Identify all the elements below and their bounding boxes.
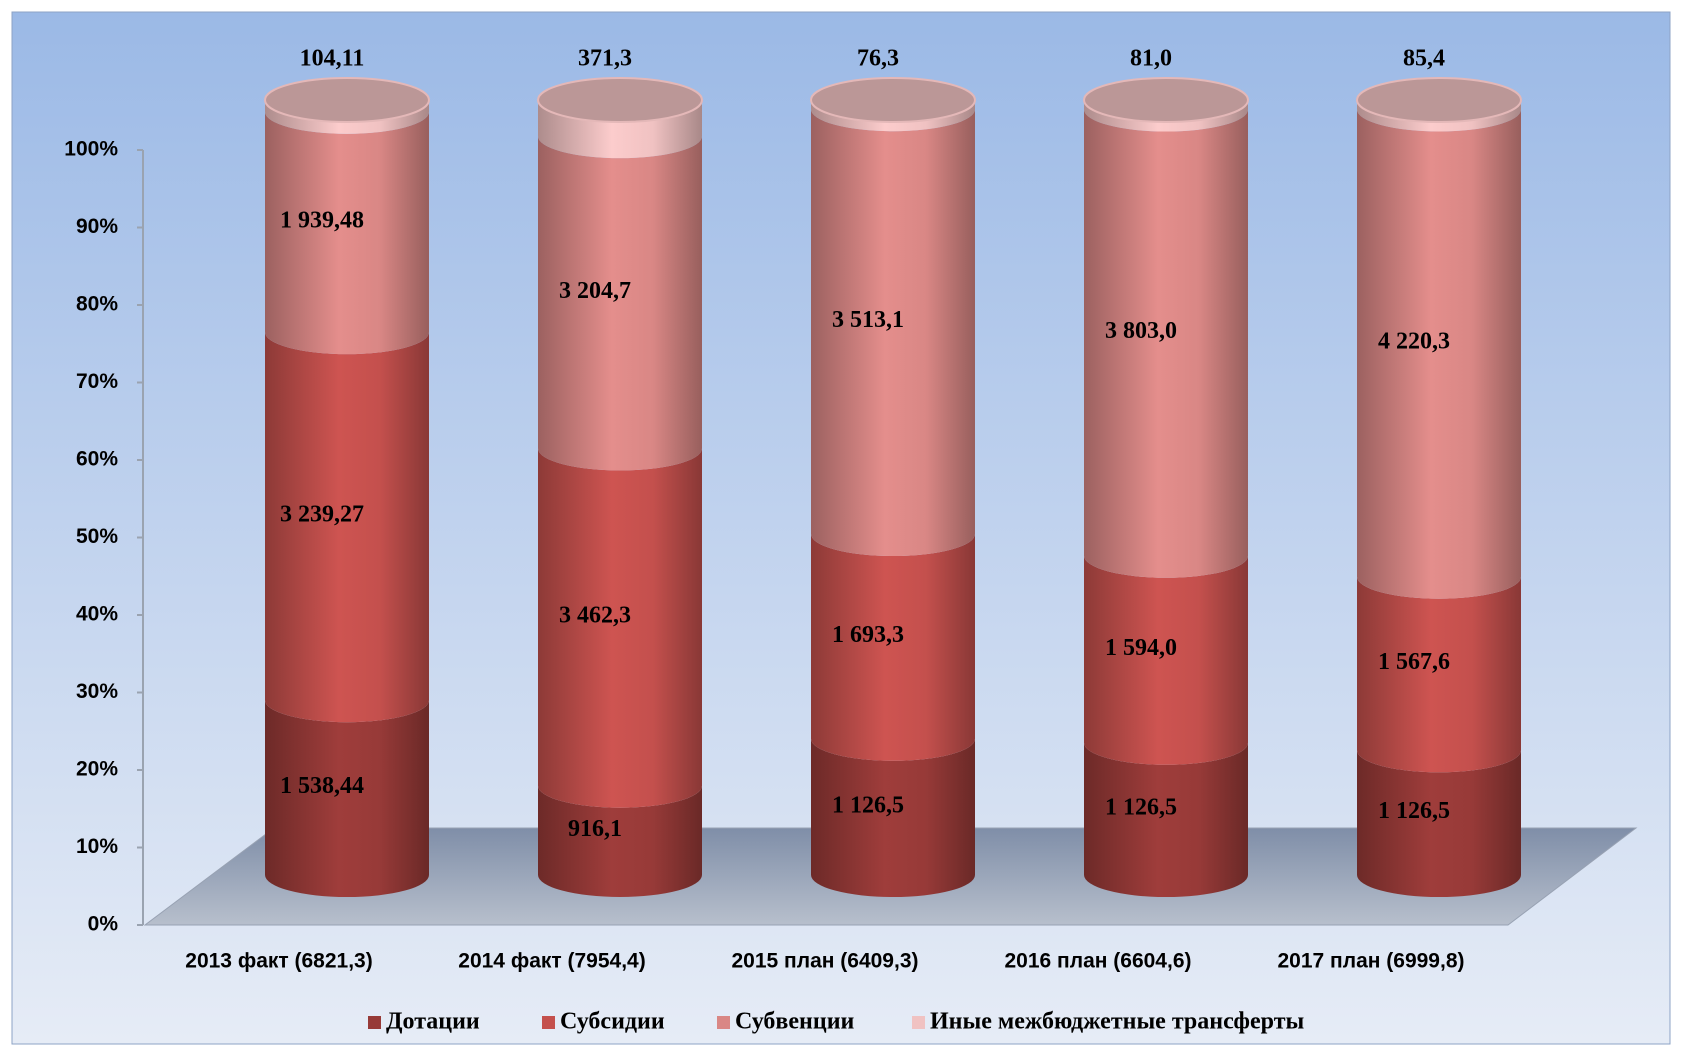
cylinder-top [810, 77, 976, 123]
data-label: 81,0 [1130, 46, 1172, 72]
cylinder-segment [1084, 555, 1248, 765]
cylinder-segment [1084, 742, 1248, 897]
cylinder-segment [538, 136, 702, 471]
cylinder-segment [1357, 750, 1521, 897]
legend-swatch [717, 1016, 730, 1029]
y-tick-label: 100% [64, 138, 118, 161]
legend-swatch [368, 1016, 381, 1029]
legend-label: Субвенции [735, 1009, 855, 1035]
y-tick-label: 50% [76, 525, 118, 548]
data-label: 85,4 [1403, 46, 1445, 72]
cylinder-segment [538, 100, 702, 159]
data-label: 1 126,5 [832, 792, 904, 818]
data-label: 1 126,5 [1105, 794, 1177, 820]
cylinder-segment [265, 332, 429, 723]
data-label: 3 513,1 [832, 307, 904, 333]
cylinder-segment [811, 534, 975, 761]
data-label: 1 939,48 [280, 208, 364, 234]
data-label: 76,3 [857, 46, 899, 72]
cylinder-top [537, 77, 703, 123]
cylinder-top [264, 77, 430, 123]
data-label: 1 126,5 [1378, 798, 1450, 824]
legend-swatch [542, 1016, 555, 1029]
data-label: 1 538,44 [280, 773, 364, 799]
cylinder-top [1356, 77, 1522, 123]
data-label: 104,11 [300, 46, 365, 72]
cylinder-segment [811, 109, 975, 557]
data-label: 3 462,3 [559, 603, 631, 629]
cylinder-segment [265, 700, 429, 897]
cylinder-segment [538, 785, 702, 897]
cylinder-segment [538, 448, 702, 808]
cylinder-segment [811, 738, 975, 897]
x-tick-label: 2015 план (6409,3) [732, 950, 919, 973]
x-tick-label: 2014 факт (7954,4) [458, 950, 645, 973]
data-label: 3 204,7 [559, 278, 631, 304]
cylinder-segment [1357, 100, 1521, 132]
y-tick-label: 90% [76, 215, 118, 238]
y-tick-label: 40% [76, 603, 118, 626]
cylinder-segment [811, 100, 975, 132]
cylinder-segment [1357, 109, 1521, 599]
y-tick-label: 80% [76, 293, 118, 316]
cylinder-segment [1357, 576, 1521, 773]
data-label: 3 239,27 [280, 502, 364, 528]
y-tick-label: 30% [76, 680, 118, 703]
data-label: 3 803,0 [1105, 318, 1177, 344]
data-label: 4 220,3 [1378, 329, 1450, 355]
x-tick-label: 2013 факт (6821,3) [185, 950, 372, 973]
legend-label: Субсидии [560, 1009, 665, 1035]
y-tick-label: 20% [76, 758, 118, 781]
x-tick-label: 2016 план (6604,6) [1005, 950, 1192, 973]
x-tick-label: 2017 план (6999,8) [1278, 950, 1465, 973]
y-tick-label: 70% [76, 370, 118, 393]
legend-label: Дотации [386, 1009, 480, 1035]
cylinder-segment [1084, 109, 1248, 578]
cylinder-segment [265, 100, 429, 134]
cylinder-segment [1084, 100, 1248, 132]
data-label: 371,3 [578, 46, 632, 72]
cylinder-top [1083, 77, 1249, 123]
legend-swatch [912, 1016, 925, 1029]
data-label: 1 594,0 [1105, 635, 1177, 661]
data-label: 1 567,6 [1378, 649, 1450, 675]
cylinder-segment [265, 111, 429, 355]
data-label: 1 693,3 [832, 622, 904, 648]
y-tick-label: 0% [88, 913, 119, 936]
data-label: 916,1 [568, 816, 622, 842]
legend-label: Иные межбюджетные трансферты [930, 1009, 1305, 1035]
y-tick-label: 10% [76, 835, 118, 858]
y-tick-label: 60% [76, 448, 118, 471]
